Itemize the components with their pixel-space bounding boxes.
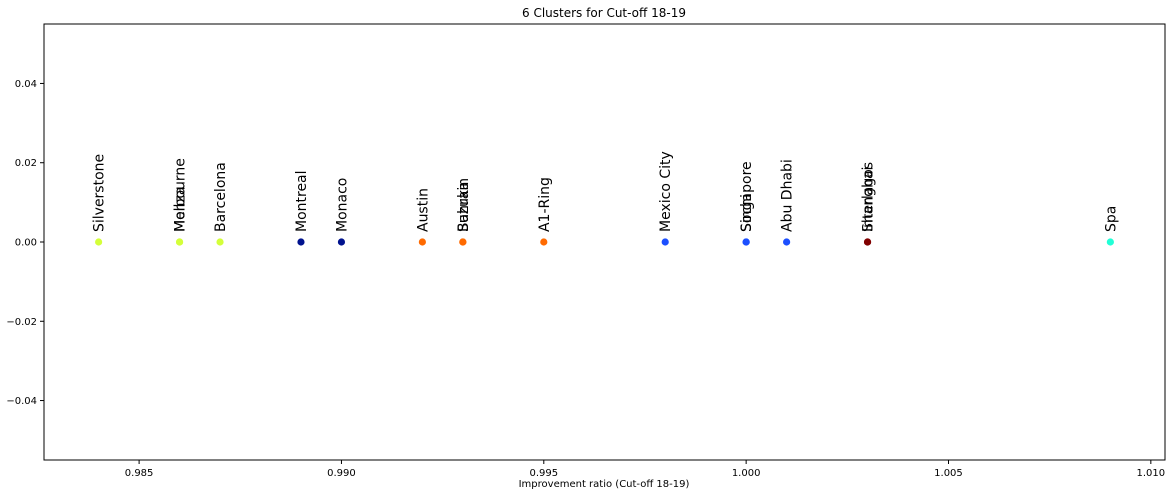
data-point-label: Shanghai <box>861 167 877 232</box>
data-point <box>661 238 669 246</box>
data-point <box>175 238 184 246</box>
data-point-label: Austin <box>415 188 431 232</box>
data-point <box>418 238 426 246</box>
data-point <box>337 238 346 246</box>
data-point-label: A1-Ring <box>537 177 553 232</box>
x-tick-label: 0.995 <box>529 468 558 479</box>
x-tick-label: 1.000 <box>732 468 761 479</box>
x-axis-label: Improvement ratio (Cut-off 18-19) <box>519 479 690 490</box>
x-tick-label: 1.010 <box>1137 468 1166 479</box>
x-tick-label: 0.990 <box>327 468 356 479</box>
data-point-label: Bahrain <box>456 178 472 232</box>
data-point <box>95 238 103 246</box>
data-point-label: Barcelona <box>213 162 229 232</box>
data-point <box>216 238 224 246</box>
x-tick-label: 0.985 <box>125 468 154 479</box>
plot-area-frame <box>43 23 1166 461</box>
data-point-label: Spa <box>1103 206 1119 232</box>
data-point-label: Melbourne <box>173 158 189 232</box>
data-point-label: Abu Dhabi <box>780 159 796 232</box>
data-point-label: Suzuka <box>456 182 472 232</box>
axis-ticks: 0.985 0.990 0.995 1.000 1.005 1.010 0.04 0.02 0.… <box>6 79 1165 479</box>
y-tick-label: 0.00 <box>15 238 37 249</box>
y-tick-label: −0.02 <box>6 317 37 328</box>
x-tick-label: 1.005 <box>934 468 963 479</box>
data-point-label: Singapore <box>739 161 755 232</box>
data-point-label: Sochi <box>739 194 755 232</box>
data-point-label: Montreal <box>294 170 310 232</box>
chart-title: 6 Clusters for Cut-off 18-19 <box>522 6 686 20</box>
data-point-label: Silverstone <box>92 154 108 232</box>
y-tick-label: −0.04 <box>6 396 37 407</box>
data-point-label: Mexico City <box>658 151 674 232</box>
data-point <box>540 238 548 246</box>
y-tick-label: 0.02 <box>15 158 37 169</box>
data-point <box>459 238 467 246</box>
data-point-label: Monza <box>173 187 189 232</box>
data-point <box>297 238 305 246</box>
y-tick-label: 0.04 <box>15 79 37 90</box>
data-point-label: Monaco <box>334 178 350 232</box>
data-point <box>783 238 791 246</box>
data-point <box>863 238 872 246</box>
data-point-label: Interlagos <box>861 162 877 232</box>
data-point <box>742 238 750 246</box>
data-point <box>1106 238 1114 246</box>
